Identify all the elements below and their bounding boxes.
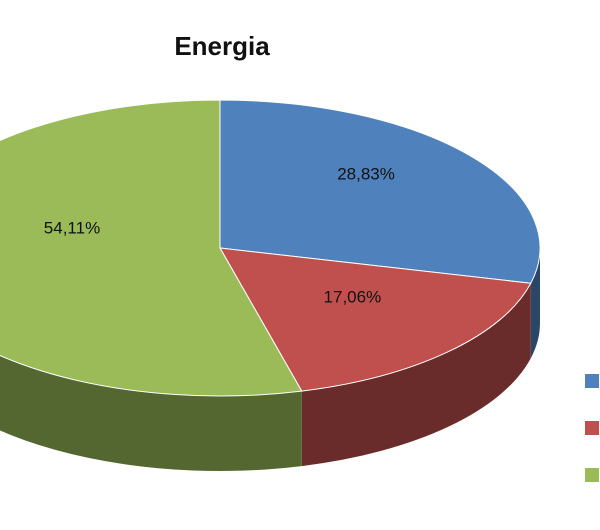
chart-title: Energia bbox=[174, 31, 270, 61]
legend-swatch bbox=[585, 468, 599, 482]
slice bbox=[219, 99, 541, 284]
slice-side bbox=[0, 355, 302, 471]
slice-side bbox=[530, 248, 540, 359]
slice bbox=[219, 247, 532, 392]
data-label: 54,11% bbox=[44, 219, 100, 238]
data-label: 28,83% bbox=[337, 165, 395, 184]
legend-swatch bbox=[585, 374, 599, 388]
slice-side bbox=[301, 283, 531, 467]
data-label: 17,06% bbox=[324, 288, 382, 307]
legend-swatch bbox=[585, 421, 599, 435]
slice bbox=[0, 99, 303, 397]
